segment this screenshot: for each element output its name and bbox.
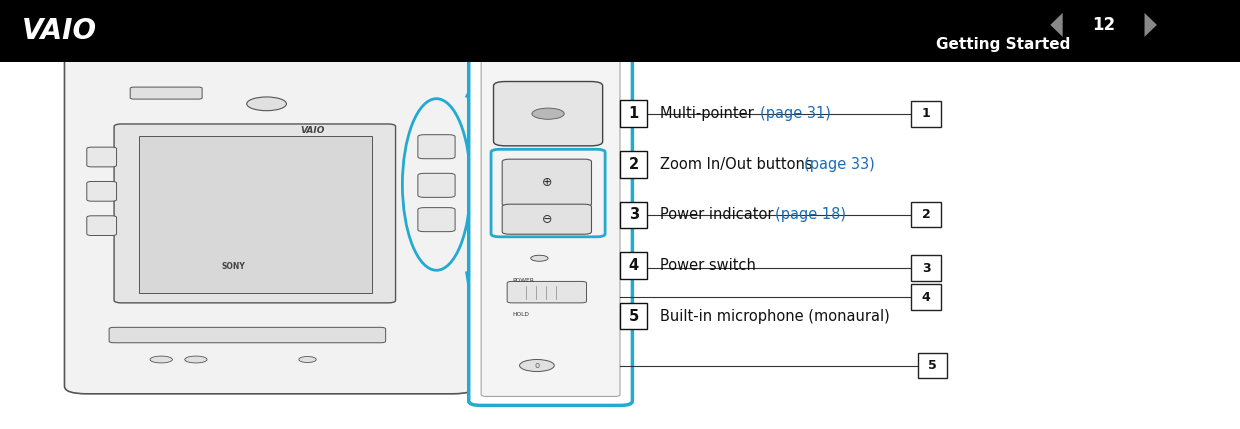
- Text: 4: 4: [629, 258, 639, 273]
- Text: Multi-pointer: Multi-pointer: [660, 106, 758, 121]
- Text: SONY: SONY: [221, 263, 246, 271]
- Bar: [139, 136, 372, 293]
- FancyBboxPatch shape: [64, 52, 475, 394]
- Text: ⊖: ⊖: [542, 213, 552, 226]
- Bar: [620, 252, 647, 279]
- Ellipse shape: [185, 356, 207, 363]
- Bar: [0, 0, 1240, 62]
- Circle shape: [247, 97, 286, 111]
- Text: Power indicator: Power indicator: [660, 208, 777, 222]
- Text: ⊕: ⊕: [542, 176, 552, 189]
- Text: 5: 5: [629, 309, 639, 323]
- Text: (page 18): (page 18): [775, 208, 846, 222]
- Text: Zoom In/Out buttons: Zoom In/Out buttons: [660, 157, 817, 172]
- Polygon shape: [1050, 13, 1063, 37]
- Text: 5: 5: [928, 359, 937, 372]
- Text: 2: 2: [629, 157, 639, 172]
- FancyBboxPatch shape: [109, 327, 386, 343]
- FancyBboxPatch shape: [418, 173, 455, 197]
- Text: 1: 1: [921, 107, 931, 120]
- Bar: [620, 202, 647, 228]
- FancyBboxPatch shape: [507, 281, 587, 303]
- Text: 12: 12: [1092, 16, 1115, 34]
- Bar: [620, 100, 647, 127]
- Bar: [911, 255, 941, 281]
- FancyBboxPatch shape: [469, 21, 632, 405]
- FancyBboxPatch shape: [502, 159, 591, 206]
- Text: HOLD: HOLD: [512, 311, 529, 317]
- FancyBboxPatch shape: [418, 208, 455, 232]
- Circle shape: [531, 255, 548, 261]
- FancyBboxPatch shape: [418, 135, 455, 159]
- Polygon shape: [1145, 13, 1157, 37]
- Text: POWER: POWER: [512, 278, 534, 283]
- FancyBboxPatch shape: [87, 147, 117, 167]
- FancyBboxPatch shape: [87, 216, 117, 236]
- Text: (page 31): (page 31): [760, 106, 831, 121]
- Text: 3: 3: [629, 208, 639, 222]
- Bar: [620, 303, 647, 329]
- Text: 4: 4: [921, 291, 931, 304]
- FancyBboxPatch shape: [481, 33, 620, 396]
- Ellipse shape: [150, 356, 172, 363]
- FancyBboxPatch shape: [114, 124, 396, 303]
- Circle shape: [520, 360, 554, 372]
- Bar: [911, 202, 941, 227]
- Circle shape: [532, 108, 564, 119]
- Bar: [911, 101, 941, 127]
- Text: Getting Started: Getting Started: [936, 37, 1070, 52]
- Text: Built-in microphone (monaural): Built-in microphone (monaural): [660, 309, 889, 323]
- FancyBboxPatch shape: [87, 181, 117, 201]
- Circle shape: [299, 356, 316, 363]
- Text: 1: 1: [629, 106, 639, 121]
- FancyBboxPatch shape: [130, 87, 202, 99]
- Bar: [911, 284, 941, 310]
- Text: 2: 2: [921, 208, 931, 221]
- FancyBboxPatch shape: [502, 204, 591, 234]
- Text: VAIO: VAIO: [300, 127, 325, 135]
- Text: Power switch: Power switch: [660, 258, 755, 273]
- Bar: [620, 151, 647, 178]
- Text: VAIO: VAIO: [22, 17, 98, 45]
- Bar: [918, 353, 947, 378]
- Text: (page 33): (page 33): [804, 157, 874, 172]
- Text: 3: 3: [923, 262, 930, 275]
- Text: o: o: [534, 361, 539, 370]
- FancyBboxPatch shape: [494, 82, 603, 146]
